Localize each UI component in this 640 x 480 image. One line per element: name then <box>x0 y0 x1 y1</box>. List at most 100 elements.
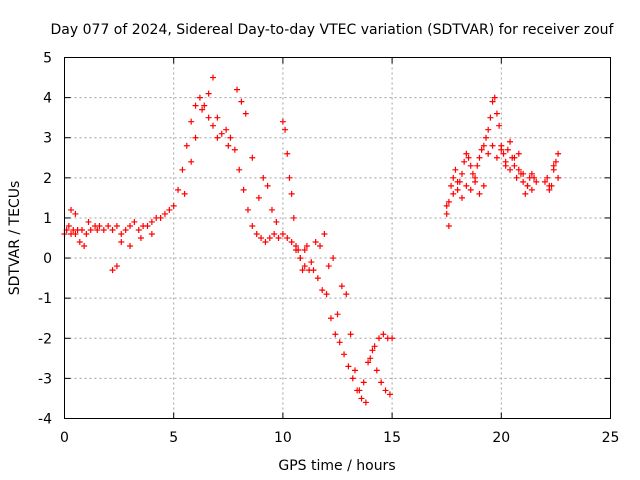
data-point <box>118 239 125 246</box>
data-point <box>496 122 503 129</box>
data-point <box>65 222 72 229</box>
data-point <box>493 110 500 117</box>
data-point <box>341 351 348 358</box>
data-point <box>487 114 494 121</box>
data-point <box>310 267 317 274</box>
data-point <box>72 230 79 237</box>
data-point <box>76 239 83 246</box>
data-point <box>144 222 151 229</box>
data-point <box>483 134 490 141</box>
data-point <box>362 399 369 406</box>
data-point <box>268 206 275 213</box>
data-point <box>249 222 256 229</box>
data-point <box>546 182 553 189</box>
data-point <box>81 243 88 250</box>
data-point <box>249 154 256 161</box>
data-point <box>295 247 302 254</box>
grid-lines <box>64 57 611 419</box>
data-point <box>369 347 376 354</box>
data-point <box>290 214 297 221</box>
x-tick-label: 15 <box>383 430 401 446</box>
y-tick-label: 3 <box>43 131 52 147</box>
data-point <box>327 315 334 322</box>
data-point <box>498 146 505 153</box>
data-point <box>214 114 221 121</box>
data-point <box>380 331 387 338</box>
data-point <box>286 174 293 181</box>
data-point <box>520 170 527 177</box>
y-tick-label: 1 <box>43 211 52 227</box>
data-point <box>507 166 514 173</box>
data-point <box>555 174 562 181</box>
data-point <box>96 222 103 229</box>
data-point <box>491 94 498 101</box>
data-point <box>541 178 548 185</box>
data-point <box>231 146 238 153</box>
data-point <box>544 174 551 181</box>
data-point <box>297 255 304 262</box>
data-point <box>175 186 182 193</box>
data-point <box>100 226 107 233</box>
data-point <box>515 166 522 173</box>
data-point <box>260 174 267 181</box>
data-point <box>312 239 319 246</box>
data-point <box>522 190 529 197</box>
data-point <box>210 74 217 81</box>
data-point <box>489 142 496 149</box>
data-point <box>83 230 90 237</box>
x-tick-label: 5 <box>169 430 178 446</box>
data-point <box>72 210 79 217</box>
data-point <box>188 158 195 165</box>
chart-title: Day 077 of 2024, Sidereal Day-to-day VTE… <box>51 22 615 38</box>
data-point <box>454 178 461 185</box>
data-point <box>105 222 112 229</box>
data-point <box>319 287 326 294</box>
data-point <box>528 170 535 177</box>
data-point <box>87 226 94 233</box>
data-point <box>365 359 372 366</box>
data-point <box>336 339 343 346</box>
y-tick-label: 5 <box>43 51 52 67</box>
data-point <box>323 291 330 298</box>
data-point <box>367 355 374 362</box>
data-point <box>373 367 380 374</box>
data-point <box>179 166 186 173</box>
data-point <box>443 210 450 217</box>
data-point <box>127 222 134 229</box>
data-point <box>279 118 286 125</box>
data-point <box>480 142 487 149</box>
data-point <box>347 331 354 338</box>
data-point <box>450 174 457 181</box>
data-point <box>445 198 452 205</box>
data-point <box>148 218 155 225</box>
data-point <box>135 226 142 233</box>
data-point <box>356 387 363 394</box>
data-point <box>358 395 365 402</box>
data-point <box>170 202 177 209</box>
data-point <box>325 263 332 270</box>
data-point <box>371 343 378 350</box>
y-tick-label: 4 <box>43 91 52 107</box>
data-point <box>330 255 337 262</box>
data-point <box>181 190 188 197</box>
data-point <box>122 226 129 233</box>
data-point <box>137 235 144 241</box>
axis-ticks <box>64 57 611 419</box>
data-point <box>533 178 540 185</box>
data-point <box>113 222 120 229</box>
y-tick-label: 2 <box>43 171 52 187</box>
data-point <box>218 130 225 137</box>
data-point <box>478 146 485 153</box>
data-point <box>127 243 134 250</box>
data-point <box>273 218 280 225</box>
data-point <box>279 230 286 237</box>
data-point <box>236 166 243 173</box>
data-point <box>317 243 324 250</box>
data-point <box>515 150 522 157</box>
data-point <box>476 154 483 161</box>
data-point <box>284 150 291 157</box>
data-point <box>513 174 520 181</box>
plot-frame <box>64 57 611 419</box>
data-point <box>474 162 481 169</box>
data-point <box>450 190 457 197</box>
